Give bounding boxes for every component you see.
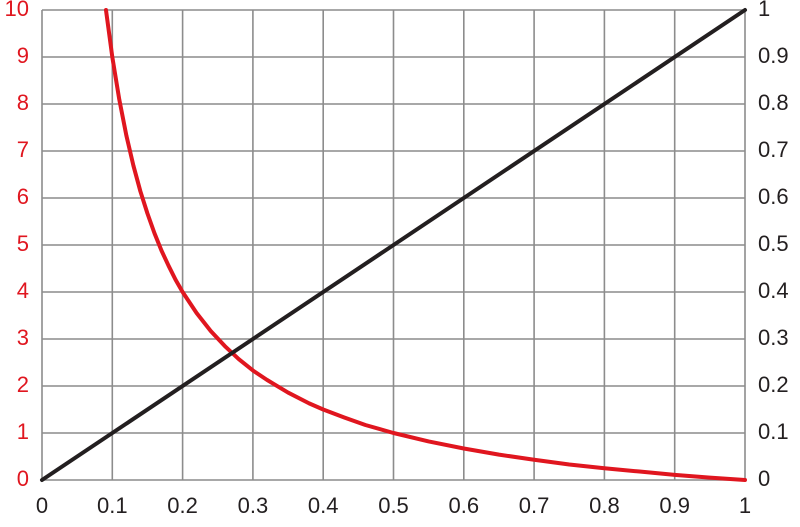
x-tick-label: 1 [739,493,751,518]
y-right-tick-label: 0.9 [758,43,789,68]
y-left-tick-label: 2 [17,372,29,397]
y-left-tick-label: 5 [17,231,29,256]
y-right-tick-label: 0.4 [758,278,789,303]
series-line-right-axis [40,8,747,482]
y-right-tick-label: 1 [758,0,770,21]
y-left-tick-label: 1 [17,419,29,444]
y-right-tick-label: 0.8 [758,90,789,115]
y-left-tick-label: 6 [17,184,29,209]
x-tick-label: 0.5 [378,493,409,518]
y-right-tick-label: 0.6 [758,184,789,209]
x-tick-label: 0 [36,493,48,518]
series-line-left-axis [103,8,747,482]
y-left-tick-label: 3 [17,325,29,350]
y-right-tick-label: 0.7 [758,137,789,162]
x-tick-label: 0.3 [238,493,269,518]
series-layer [40,8,747,482]
y-right-tick-label: 0.1 [758,419,789,444]
tick-label-layer: 0 0.1 0.2 0.3 0.4 0.5 0.6 0.7 0.8 0.9 101234567891… [5,0,789,518]
x-tick-label: 0.4 [308,493,339,518]
x-tick-label: 0.2 [167,493,198,518]
x-tick-label: 0.6 [449,493,480,518]
y-left-tick-label: 0 [17,466,29,491]
x-tick-label: 0.1 [97,493,128,518]
y-left-tick-label: 10 [5,0,29,21]
x-tick-label: 0.8 [589,493,620,518]
y-left-tick-label: 7 [17,137,29,162]
y-right-tick-label: 0.5 [758,231,789,256]
y-left-tick-label: 9 [17,43,29,68]
y-right-tick-label: 0.3 [758,325,789,350]
y-right-tick-label: 0.2 [758,372,789,397]
y-right-tick-label: 0 [758,466,770,491]
y-left-tick-label: 8 [17,90,29,115]
y-left-tick-label: 4 [17,278,29,303]
x-tick-label: 0.9 [659,493,690,518]
x-tick-label: 0.7 [519,493,550,518]
